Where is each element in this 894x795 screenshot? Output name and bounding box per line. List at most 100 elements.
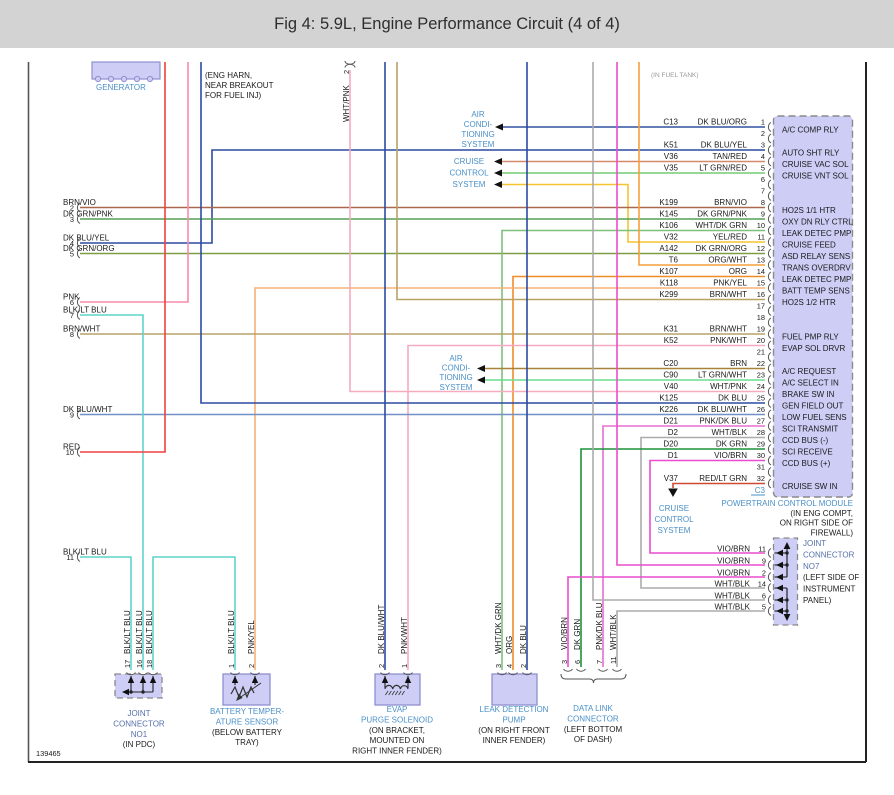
pcm-wire-color: WHT/BLK bbox=[711, 428, 747, 437]
jc7-arrow bbox=[776, 584, 783, 592]
component-wire-color: ORG bbox=[505, 636, 514, 654]
caption-line: POWERTRAIN CONTROL MODULE bbox=[721, 499, 853, 508]
pin-hook bbox=[767, 156, 772, 167]
caption-line: PUMP bbox=[502, 715, 525, 724]
wire-battery-sensor-ground bbox=[152, 556, 236, 670]
wire-jc7-wht-blk-5 bbox=[616, 610, 765, 667]
junction-dot bbox=[785, 598, 789, 602]
pcm-wire-color: DK GRN/PNK bbox=[697, 210, 747, 219]
left-pin-number: 3 bbox=[70, 215, 74, 224]
caption-line: (IN PDC) bbox=[123, 740, 156, 749]
pcm-circuit-id: K199 bbox=[659, 198, 678, 207]
pcm-wire-color: ORG/WHT bbox=[708, 256, 747, 265]
pin-hook bbox=[767, 202, 772, 213]
left-wire-color: DK GRN/PNK bbox=[63, 210, 113, 219]
pin-hook bbox=[76, 409, 81, 420]
direction-arrow-left bbox=[494, 158, 502, 165]
pcm-pin-function: A/C SELECT IN bbox=[782, 379, 839, 388]
pcm-pin-function: CCD BUS (-) bbox=[782, 436, 829, 445]
pcm-pin-number: 32 bbox=[757, 474, 765, 483]
pcm-circuit-id: K226 bbox=[659, 405, 678, 414]
pcm-circuit-id: V32 bbox=[664, 233, 679, 242]
component-pin-number: 1 bbox=[400, 664, 409, 668]
pcm-circuit-id: C20 bbox=[663, 359, 678, 368]
component-pin-number: 1 bbox=[227, 664, 236, 668]
eng-harn-note: (ENG HARN, bbox=[205, 71, 252, 80]
cruise-control-system-1: CONTROL bbox=[449, 168, 489, 177]
pin-hook bbox=[138, 672, 148, 676]
pin-hook bbox=[522, 672, 532, 676]
eng-harn-note: NEAR BREAKOUT bbox=[205, 81, 274, 90]
wire-trans-overdrv bbox=[638, 62, 765, 266]
pin-hook bbox=[767, 145, 772, 155]
pcm-pin-number: 23 bbox=[757, 371, 765, 380]
wire-sci-transmit bbox=[602, 425, 765, 667]
pin-hook bbox=[767, 260, 772, 270]
pcm-pin-number: 14 bbox=[757, 267, 765, 276]
left-pin-number: 2 bbox=[70, 203, 74, 212]
pin-hook bbox=[767, 444, 772, 454]
pcm-pin-function: LEAK DETEC PMP bbox=[782, 229, 851, 238]
wht-pnk-pin: 2 bbox=[342, 70, 351, 74]
direction-arrow-down bbox=[668, 488, 678, 497]
jc7-arrow bbox=[776, 607, 783, 615]
joint-connector-no7-box bbox=[772, 537, 799, 626]
caption-line: PURGE SOLENOID bbox=[361, 715, 433, 724]
thermistor-arrow bbox=[237, 682, 262, 700]
wire-cruise-sw-in bbox=[672, 482, 765, 488]
pcm-circuit-id: T6 bbox=[669, 256, 679, 265]
component-wire-color: BLK/LT BLU bbox=[135, 610, 144, 654]
pin-hook bbox=[576, 668, 586, 672]
pin-hook bbox=[767, 340, 772, 351]
left-wire-color: BLK/LT BLU bbox=[63, 548, 107, 557]
pcm-pin-function: HO2S 1/1 HTR bbox=[782, 206, 836, 215]
left-wire-color: RED bbox=[63, 443, 80, 452]
jc7-wire-color: VIO/BRN bbox=[717, 569, 750, 578]
caption-line: (ON RIGHT FRONT bbox=[478, 726, 550, 735]
pcm-pin-function: AUTO SHT RLY bbox=[782, 149, 840, 158]
pcm-wire-color: PNK/DK BLU bbox=[699, 417, 747, 426]
pcm-pin-function: OXY DN RLY CTRL bbox=[782, 218, 853, 227]
jc7-wire-color: WHT/BLK bbox=[714, 592, 750, 601]
pcm-pin-function: CCD BUS (+) bbox=[782, 459, 831, 468]
pcm-pin-number: 31 bbox=[757, 463, 765, 472]
jc7-pin-number: 14 bbox=[758, 580, 766, 589]
wht-pnk-label: WHT/PNK bbox=[342, 84, 351, 122]
figure-title-bar: Fig 4: 5.9L, Engine Performance Circuit … bbox=[0, 0, 894, 48]
pin-hook bbox=[76, 202, 81, 213]
cruise-control-system-2: CONTROL bbox=[654, 515, 694, 524]
caption-line: INNER FENDER) bbox=[483, 736, 546, 745]
pcm-wire-color: DK GRN/ORG bbox=[695, 244, 747, 253]
pcm-wire-color: BRN bbox=[730, 359, 747, 368]
pcm-wire-color: DK BLU bbox=[718, 394, 747, 403]
pin-hook bbox=[403, 672, 413, 676]
pcm-circuit-id: C13 bbox=[663, 118, 678, 127]
direction-arrow-left bbox=[495, 123, 503, 131]
air-conditioning-system-2: AIR bbox=[449, 354, 463, 363]
coil-hatch bbox=[394, 690, 399, 696]
pcm-pin-number: 18 bbox=[757, 313, 765, 322]
component-pin-number: 2 bbox=[519, 664, 528, 668]
pcm-circuit-id: D1 bbox=[668, 451, 679, 460]
air-conditioning-system-1: SYSTEM bbox=[462, 140, 495, 149]
wire-cruise-feed bbox=[500, 183, 765, 243]
pin-hook bbox=[767, 455, 772, 466]
pcm-pin-function: CRUISE VNT SOL bbox=[782, 172, 849, 181]
caption-line: JOINT bbox=[127, 709, 150, 718]
pin-hook bbox=[497, 672, 507, 676]
cruise-control-system-2: SYSTEM bbox=[658, 526, 691, 535]
cruise-control-system-1: CRUISE bbox=[454, 157, 484, 166]
caption-line: ATURE SENSOR bbox=[216, 717, 279, 726]
generator-terminal bbox=[133, 75, 141, 83]
caption-line: (LEFT BOTTOM bbox=[564, 725, 623, 734]
dlc-pin-number: 7 bbox=[595, 660, 604, 664]
pin-hook bbox=[767, 560, 772, 570]
pin-hook bbox=[767, 283, 772, 293]
pcm-circuit-id: V35 bbox=[664, 164, 679, 173]
component-pin-number: 3 bbox=[494, 664, 503, 668]
caption-line: RIGHT INNER FENDER) bbox=[352, 747, 442, 756]
dlc-wire-color: DK GRN bbox=[573, 619, 582, 650]
figure-title: Fig 4: 5.9L, Engine Performance Circuit … bbox=[274, 14, 620, 33]
air-conditioning-system-2: SYSTEM bbox=[440, 383, 473, 392]
